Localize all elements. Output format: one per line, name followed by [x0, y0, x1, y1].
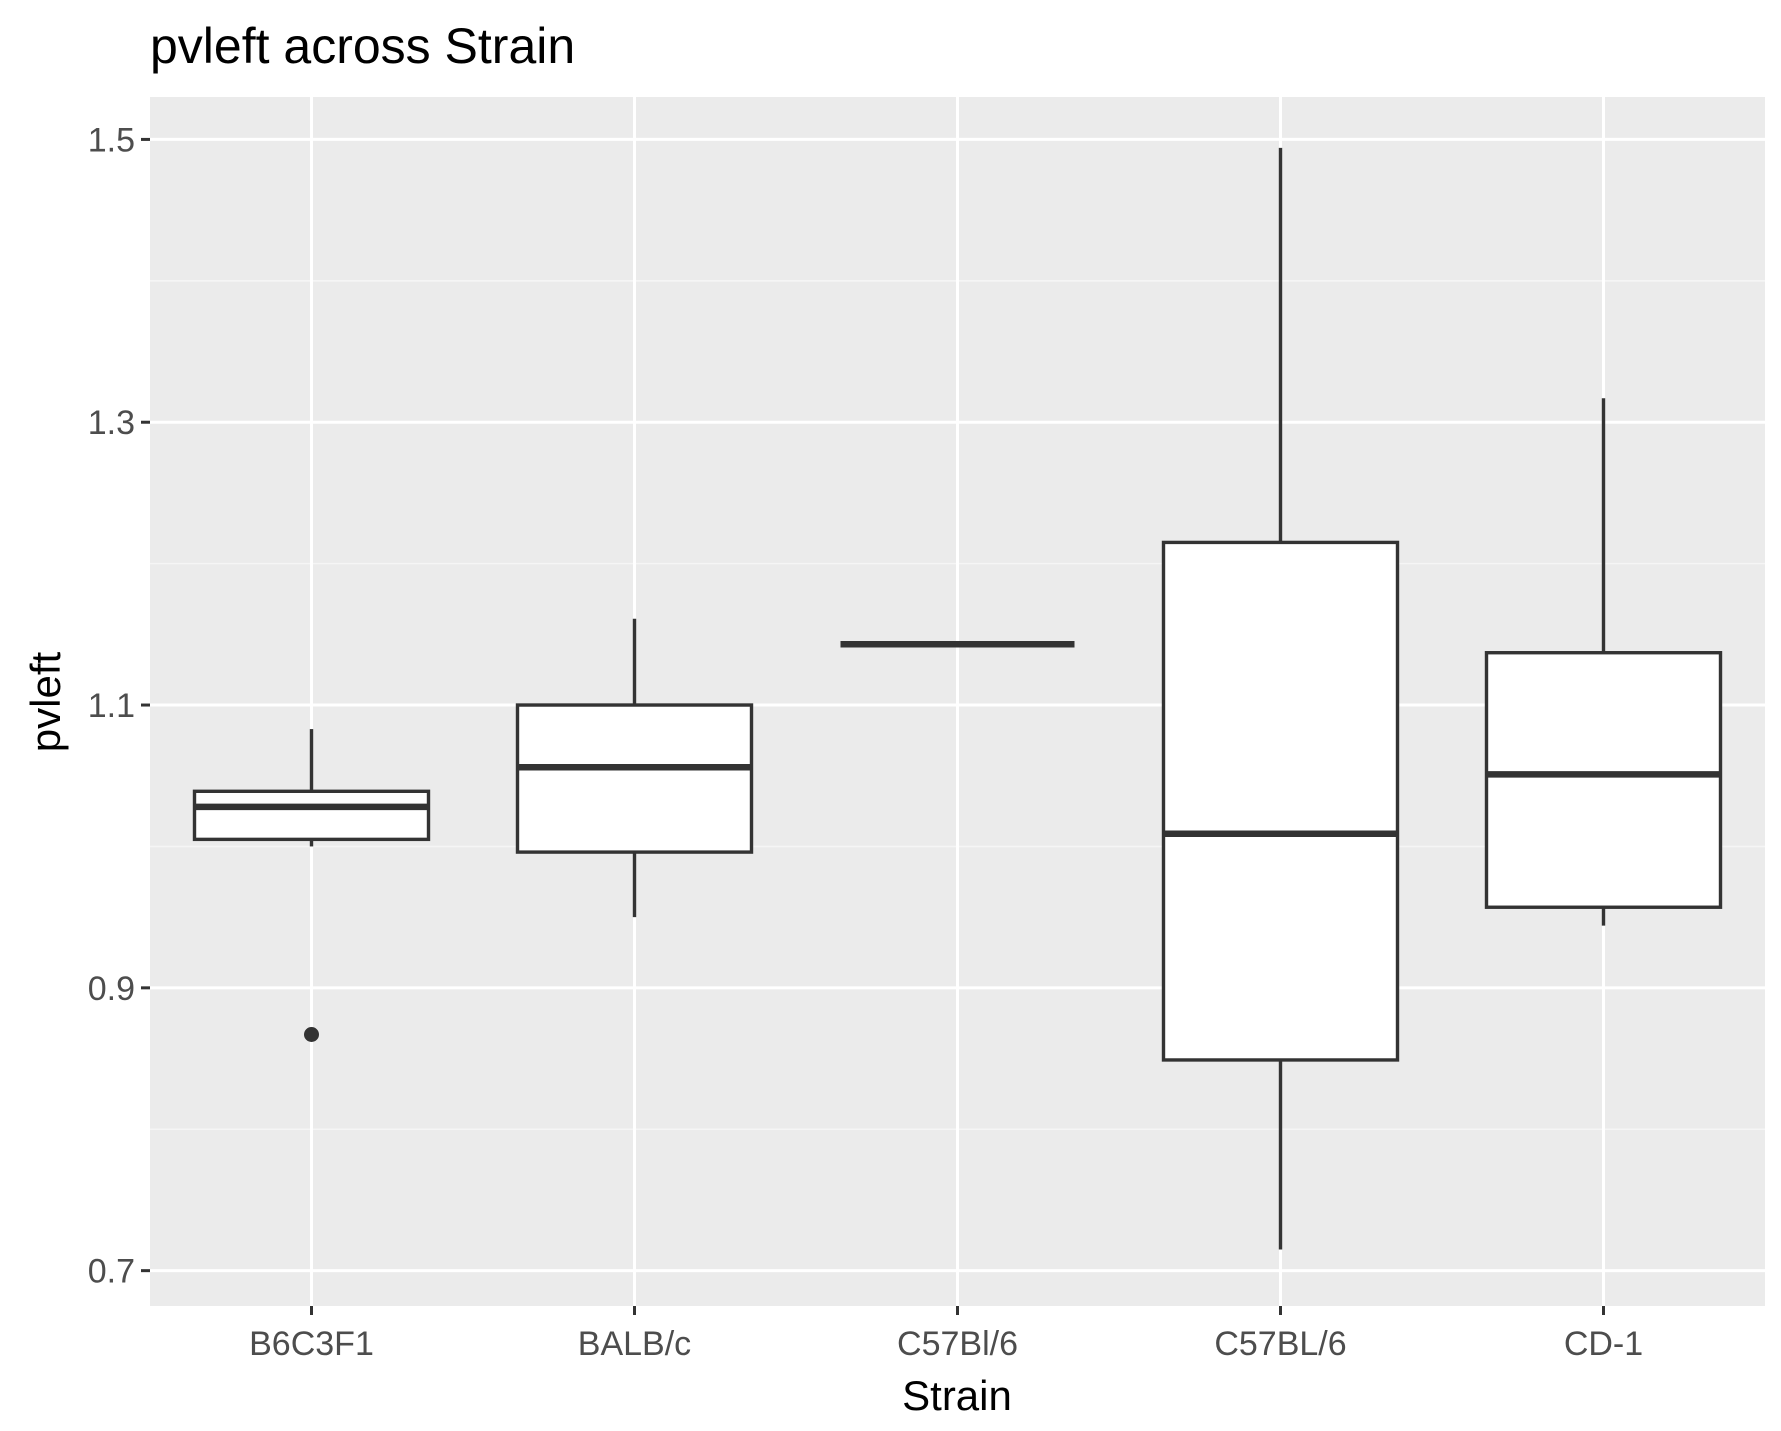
x-axis: B6C3F1 BALB/c C57Bl/6 C57BL/6 CD-1: [249, 1306, 1643, 1363]
box-balb-c: [515, 618, 754, 918]
box-c57bl-6: [1161, 147, 1400, 1250]
y-axis-title: pvleft: [22, 651, 69, 752]
iqr-box: [1161, 540, 1400, 1062]
iqr-box: [1484, 651, 1723, 909]
x-tick-label: C57BL/6: [1214, 1325, 1346, 1363]
y-tick-label: 0.7: [88, 1253, 135, 1291]
x-tick-label: BALB/c: [578, 1325, 691, 1363]
y-tick-label: 0.9: [88, 970, 135, 1008]
boxplot-series: [192, 147, 1723, 1250]
y-axis: 0.7 0.9 1.1 1.3 1.5: [88, 121, 150, 1291]
iqr-box: [192, 789, 431, 842]
x-tick-label: B6C3F1: [249, 1325, 374, 1363]
chart-title: pvleft across Strain: [150, 18, 575, 74]
y-tick-label: 1.5: [88, 121, 135, 159]
y-tick-label: 1.1: [88, 687, 135, 725]
x-tick-label: CD-1: [1564, 1325, 1643, 1363]
x-tick-label: C57Bl/6: [897, 1325, 1018, 1363]
x-axis-title: Strain: [902, 1372, 1012, 1419]
outlier-point: [304, 1027, 319, 1043]
iqr-box: [515, 703, 754, 854]
box-b6c3f1: [192, 729, 431, 1043]
box-cd-1: [1484, 398, 1723, 926]
y-tick-label: 1.3: [88, 404, 135, 442]
